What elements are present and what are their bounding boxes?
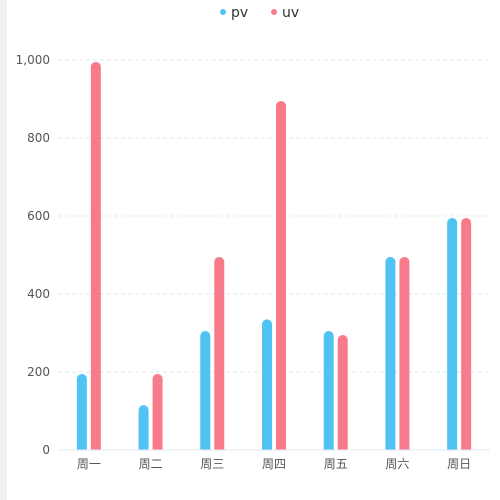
- bar-uv-2[interactable]: [152, 373, 163, 455]
- legend-label-uv: uv: [282, 5, 299, 21]
- bar-pv-6[interactable]: [385, 256, 396, 455]
- bar-pv-5[interactable]: [323, 331, 334, 455]
- bars: [76, 61, 472, 455]
- bar-uv-6[interactable]: [399, 256, 410, 455]
- x-tick-label: 周一: [77, 457, 101, 471]
- bar-pv-4[interactable]: [262, 319, 272, 455]
- legend-marker-uv: [271, 9, 277, 15]
- bar-pv-3[interactable]: [200, 331, 211, 455]
- x-axis: 周一 周二 周三 周四 周五 周六 周日: [58, 449, 490, 471]
- x-tick-label: 周六: [385, 457, 409, 471]
- y-tick-label: 800: [27, 131, 50, 145]
- bar-uv-7[interactable]: [461, 217, 472, 455]
- bar-pv-1[interactable]: [76, 373, 87, 455]
- x-tick-label: 周三: [200, 457, 224, 471]
- y-tick-label: 0: [42, 443, 50, 457]
- bar-uv-4[interactable]: [276, 100, 286, 455]
- legend: pv uv: [220, 5, 299, 21]
- page-left-strip: [0, 0, 7, 500]
- legend-item-pv[interactable]: pv: [220, 5, 248, 21]
- x-tick-label: 周五: [324, 457, 348, 471]
- bar-pv-7[interactable]: [447, 217, 458, 455]
- gridlines: [58, 59, 490, 373]
- bar-pv-2[interactable]: [138, 405, 149, 455]
- x-tick-label: 周二: [139, 457, 163, 471]
- legend-item-uv[interactable]: uv: [271, 5, 299, 21]
- bar-uv-5[interactable]: [337, 334, 348, 455]
- bar-uv-3[interactable]: [214, 256, 225, 455]
- bar-uv-1[interactable]: [90, 61, 101, 455]
- x-tick-label: 周四: [262, 457, 286, 471]
- x-tick-label: 周日: [447, 457, 471, 471]
- y-tick-label: 1,000: [16, 53, 50, 67]
- legend-marker-pv: [220, 9, 226, 15]
- legend-label-pv: pv: [231, 5, 248, 21]
- y-tick-label: 400: [27, 287, 50, 301]
- y-axis: 0 200 400 600 800 1,000: [16, 53, 50, 457]
- y-tick-label: 200: [27, 365, 50, 379]
- y-tick-label: 600: [27, 209, 50, 223]
